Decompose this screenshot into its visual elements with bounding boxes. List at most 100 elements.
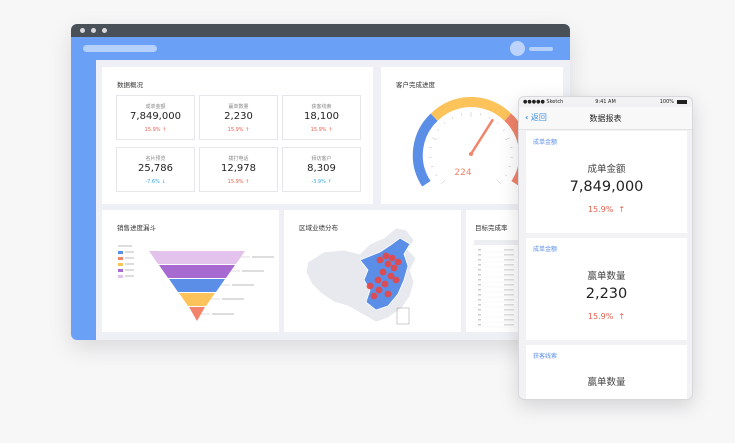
kpi-value: 12,978	[221, 163, 256, 174]
mobile-phone: ●●●●● Sketch 9:41 AM 100% ‹ 返回 数据报表 成单金额…	[518, 96, 693, 400]
report-card-value: 7,849,000	[569, 179, 644, 195]
dashboard-window: 数据概况 成单金额 7,849,000 15.9% ↑ 赢单数量 2,230 1…	[71, 24, 570, 340]
gauge-arc-blue	[412, 113, 438, 187]
kpi-card[interactable]: 拨打电话 12,978 15.9% ↑	[199, 147, 278, 192]
table-cell	[478, 259, 481, 261]
funnel-chart	[118, 245, 274, 321]
kpi-card[interactable]: 拜访客户 8,309 -3.9% ↑	[282, 147, 361, 192]
map-marker	[384, 290, 392, 298]
kpi-change: -7.6% ↓	[145, 179, 166, 185]
gauge-tick	[435, 174, 438, 177]
table-cell	[478, 309, 481, 311]
map-markers	[366, 252, 402, 300]
overview-card: 数据概况 成单金额 7,849,000 15.9% ↑ 赢单数量 2,230 1…	[102, 67, 373, 204]
kpi-card[interactable]: 成单金额 7,849,000 15.9% ↑	[116, 95, 195, 140]
gauge-tick	[430, 165, 434, 168]
funnel-legend	[118, 245, 134, 278]
map-marker	[390, 264, 398, 272]
table-cell	[478, 249, 481, 251]
gauge-tick	[432, 137, 437, 141]
table-cell	[478, 279, 481, 281]
arrow-up-icon: ↑	[327, 179, 332, 185]
map-marker	[375, 286, 383, 294]
table-cell	[478, 289, 481, 291]
arrow-up-icon: ↑	[245, 179, 250, 185]
report-card-name: 赢单数量	[587, 377, 626, 388]
kpi-value: 18,100	[304, 111, 339, 122]
funnel-title: 销售进度漏斗	[117, 224, 156, 232]
table-cell	[504, 304, 514, 306]
report-card[interactable]: 获客线索 赢单数量	[526, 345, 687, 399]
arrow-up-icon: ↑	[328, 127, 333, 133]
app-header	[71, 37, 570, 60]
funnel-stage-5	[189, 307, 205, 321]
back-button[interactable]: ‹ 返回	[525, 113, 547, 122]
map-title: 区域业绩分布	[299, 224, 338, 232]
map-marker	[381, 280, 389, 288]
arrow-down-icon: ↓	[161, 179, 166, 185]
gauge-tick	[508, 165, 512, 168]
gauge-needle	[469, 118, 494, 156]
table-cell	[504, 314, 514, 316]
map-marker	[394, 258, 402, 266]
map-marker	[382, 252, 390, 260]
gauge-tick	[488, 116, 491, 119]
table-cell	[478, 294, 481, 296]
report-card-label: 成单金额	[533, 246, 558, 253]
kpi-label: 赢单数量	[228, 104, 249, 110]
table-cell	[504, 249, 514, 251]
kpi-card[interactable]: 名片预览 25,786 -7.6% ↓	[116, 147, 195, 192]
map-marker	[384, 260, 392, 268]
window-minimize-dot[interactable]	[91, 28, 96, 33]
table-cell	[504, 289, 514, 291]
table-title: 目标完成率	[475, 224, 508, 232]
table-cell	[478, 274, 481, 276]
gauge-title: 客户完成进度	[396, 81, 435, 89]
gauge-tick	[441, 179, 446, 184]
kpi-label: 名片预览	[145, 156, 166, 162]
map-marker	[374, 276, 382, 284]
gauge-value: 224	[454, 168, 471, 178]
gauge-arc-yellow	[430, 97, 512, 121]
table-cell	[504, 259, 514, 261]
table-cell	[504, 309, 514, 311]
report-card-label: 获客线索	[533, 353, 558, 360]
avatar[interactable]	[510, 41, 525, 56]
map-marker	[392, 276, 400, 284]
report-card[interactable]: 成单金额 赢单数量 2,230 15.9% ↑	[526, 238, 687, 340]
gauge-ticks	[429, 112, 513, 184]
table-cell	[504, 294, 514, 296]
kpi-change: -3.9% ↑	[311, 179, 332, 185]
table-cell	[504, 324, 514, 326]
table-cell	[504, 319, 514, 321]
kpi-label: 拜访客户	[311, 156, 332, 162]
kpi-value: 25,786	[138, 163, 173, 174]
kpi-card[interactable]: 获客线索 18,100 15.9% ↑	[282, 95, 361, 140]
table-cell	[478, 299, 481, 301]
arrow-up-icon: ↑	[618, 312, 626, 321]
table-cell	[504, 299, 514, 301]
window-close-dot[interactable]	[80, 28, 85, 33]
table-cell	[504, 264, 514, 266]
map-marker	[379, 268, 387, 276]
nav-title: 数据报表	[589, 114, 622, 123]
gauge-tick	[504, 174, 507, 177]
gauge-tick	[436, 129, 440, 131]
table-cell	[504, 279, 514, 281]
kpi-change: 15.9% ↑	[227, 179, 250, 185]
report-card-label: 成单金额	[533, 139, 558, 146]
window-zoom-dot[interactable]	[102, 28, 107, 33]
south-sea-inset	[396, 307, 410, 325]
battery-icon	[677, 99, 687, 104]
gauge-tick	[451, 116, 454, 119]
report-card-name: 成单金额	[587, 164, 626, 175]
kpi-label: 成单金额	[145, 104, 166, 110]
map-marker	[387, 272, 395, 280]
report-card-change: 15.9% ↑	[587, 205, 626, 214]
kpi-change: 15.9% ↑	[310, 127, 333, 133]
kpi-card[interactable]: 赢单数量 2,230 15.9% ↑	[199, 95, 278, 140]
funnel-stage-3	[169, 279, 225, 292]
report-card[interactable]: 成单金额 成单金额 7,849,000 15.9% ↑	[526, 131, 687, 233]
table-cell	[478, 314, 481, 316]
battery-text: 100%	[659, 99, 674, 105]
